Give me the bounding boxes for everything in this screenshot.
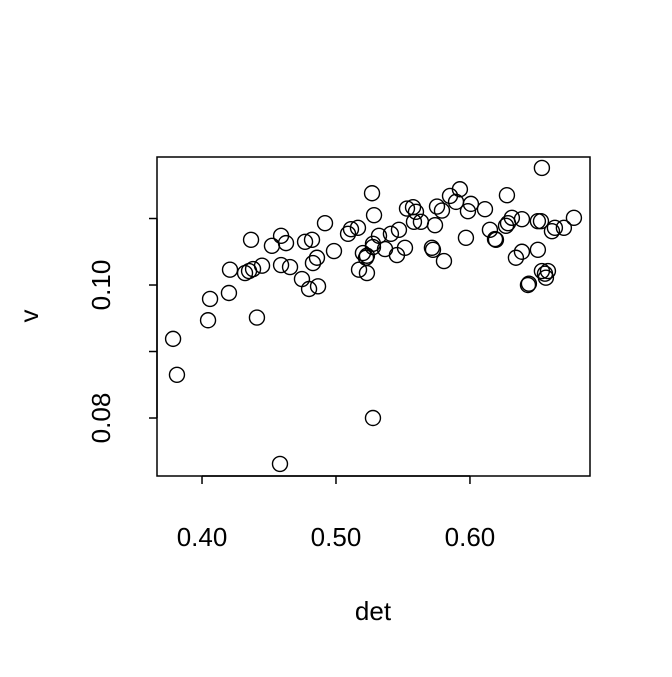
point bbox=[277, 234, 295, 252]
point bbox=[293, 270, 311, 288]
point bbox=[382, 225, 400, 243]
y-tick-label: 0.10 bbox=[86, 260, 116, 311]
point bbox=[520, 275, 538, 292]
point bbox=[513, 243, 531, 260]
point bbox=[304, 254, 322, 272]
point bbox=[428, 198, 446, 215]
point bbox=[349, 219, 367, 237]
point bbox=[459, 202, 477, 220]
point bbox=[325, 242, 343, 260]
point bbox=[363, 185, 381, 202]
point bbox=[529, 241, 547, 258]
point bbox=[350, 261, 368, 278]
point bbox=[364, 409, 382, 427]
point bbox=[308, 249, 326, 266]
point bbox=[370, 227, 388, 245]
point bbox=[407, 203, 425, 221]
point bbox=[435, 252, 453, 270]
point bbox=[539, 262, 557, 280]
point bbox=[281, 258, 299, 276]
x-tick-label: 0.50 bbox=[311, 522, 362, 552]
point bbox=[365, 206, 383, 224]
point bbox=[271, 455, 289, 473]
point bbox=[316, 214, 334, 232]
point bbox=[201, 290, 219, 308]
point bbox=[296, 233, 314, 250]
point bbox=[424, 241, 442, 258]
point bbox=[220, 284, 238, 302]
point bbox=[339, 225, 357, 243]
point bbox=[423, 239, 441, 256]
point bbox=[358, 264, 376, 282]
point bbox=[543, 222, 561, 240]
point bbox=[498, 187, 516, 204]
point bbox=[263, 237, 281, 254]
point bbox=[303, 231, 321, 248]
point bbox=[242, 231, 260, 248]
point bbox=[164, 330, 182, 348]
point bbox=[244, 260, 262, 278]
x-tick-label: 0.60 bbox=[445, 522, 496, 552]
point bbox=[533, 159, 551, 177]
point bbox=[168, 366, 186, 383]
point bbox=[309, 278, 327, 295]
point bbox=[199, 312, 217, 329]
point bbox=[532, 212, 550, 230]
point bbox=[462, 195, 480, 213]
plot-frame bbox=[156, 156, 591, 477]
point bbox=[398, 200, 416, 217]
point bbox=[546, 219, 564, 237]
point bbox=[529, 212, 547, 230]
y-axis-label: v bbox=[14, 310, 44, 323]
point bbox=[537, 269, 555, 286]
point bbox=[390, 221, 408, 239]
point bbox=[481, 221, 499, 239]
point bbox=[354, 244, 372, 262]
x-tick-label: 0.40 bbox=[177, 522, 228, 552]
point bbox=[503, 209, 521, 227]
point bbox=[300, 280, 318, 298]
point bbox=[342, 220, 360, 238]
point bbox=[487, 231, 505, 248]
point bbox=[433, 202, 451, 219]
point bbox=[396, 239, 414, 256]
point bbox=[457, 229, 475, 246]
point bbox=[451, 181, 469, 198]
point bbox=[519, 276, 537, 294]
point bbox=[426, 216, 444, 234]
point bbox=[253, 257, 271, 274]
point bbox=[476, 201, 494, 218]
point bbox=[555, 219, 573, 237]
point bbox=[507, 249, 525, 266]
point bbox=[272, 256, 290, 274]
point bbox=[513, 210, 531, 228]
point bbox=[565, 209, 583, 227]
point bbox=[405, 213, 423, 231]
point bbox=[248, 309, 266, 326]
x-axis-label: det bbox=[355, 596, 392, 626]
point bbox=[221, 261, 239, 278]
y-tick-label: 0.08 bbox=[86, 393, 116, 444]
